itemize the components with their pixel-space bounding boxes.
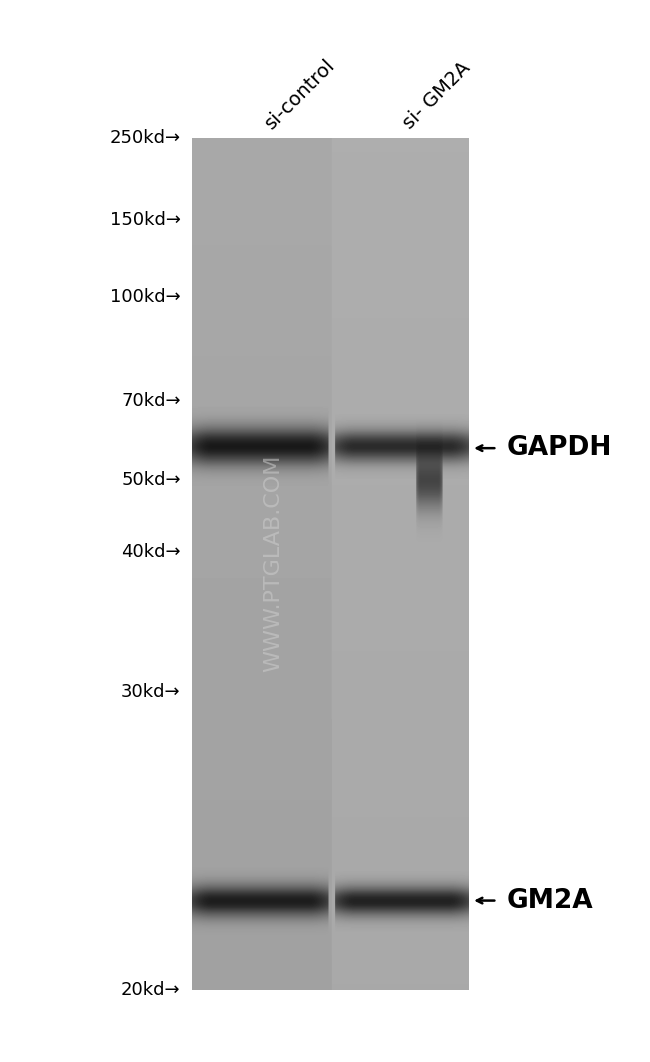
Text: 40kd→: 40kd→ bbox=[121, 544, 181, 561]
Text: GAPDH: GAPDH bbox=[507, 435, 612, 461]
Text: 150kd→: 150kd→ bbox=[110, 211, 181, 228]
Text: 100kd→: 100kd→ bbox=[110, 289, 181, 306]
Text: WWW.PTGLAB.COM: WWW.PTGLAB.COM bbox=[263, 455, 283, 671]
Text: GM2A: GM2A bbox=[507, 888, 593, 913]
Text: si-control: si-control bbox=[261, 55, 339, 133]
Text: 50kd→: 50kd→ bbox=[121, 472, 181, 489]
Text: 20kd→: 20kd→ bbox=[121, 981, 181, 998]
Text: 30kd→: 30kd→ bbox=[121, 684, 181, 701]
Text: 70kd→: 70kd→ bbox=[121, 393, 181, 410]
Text: si- GM2A: si- GM2A bbox=[400, 58, 474, 133]
Text: 250kd→: 250kd→ bbox=[110, 130, 181, 147]
